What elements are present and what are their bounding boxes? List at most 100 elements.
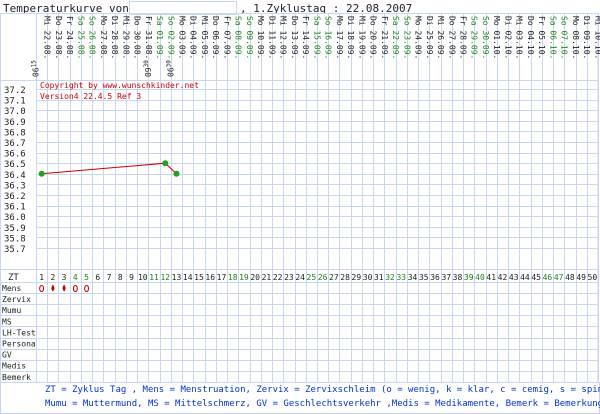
row-label: Persona [2, 340, 36, 349]
date-label: Di 09.10. [582, 16, 591, 59]
date-label: Mi 26.09. [436, 16, 445, 59]
y-tick-label: 36.7 [4, 139, 26, 149]
date-label: Do 20.09. [369, 16, 378, 59]
temperature-point [38, 170, 45, 177]
cycle-day-number: 8 [118, 273, 123, 282]
row-label: Bemerk [2, 373, 31, 382]
row-label: Mumu [2, 306, 21, 315]
date-label: Fr 07.09. [222, 16, 231, 59]
cycle-day-number: 48 [565, 273, 575, 282]
cycle-day-number: 40 [475, 273, 485, 282]
date-label: So 30.09. [481, 16, 490, 59]
y-tick-label: 36.3 [4, 181, 26, 191]
date-label: Di 02.10. [503, 16, 512, 59]
page-title: Temperaturkurve von: [3, 2, 136, 15]
cycle-day-number: 47 [554, 273, 564, 282]
date-label: Di 18.09. [346, 16, 355, 59]
cycle-day-number: 13 [172, 273, 182, 282]
date-label: Sa 22.09. [391, 16, 400, 59]
date-label: Do 30.08. [133, 16, 142, 59]
date-label: Mo 01.10. [492, 16, 501, 59]
date-label: Mi 29.08. [121, 16, 130, 59]
date-label: Mo 27.08. [99, 16, 108, 59]
cycle-day-number: 16 [205, 273, 215, 282]
measure-time: 0930 [143, 60, 153, 77]
cycle-day-number: 7 [107, 273, 112, 282]
cycle-day-number: 43 [509, 273, 519, 282]
cycle-day-number: 10 [138, 273, 148, 282]
cycle-day-number: 18 [228, 273, 238, 282]
cycle-day-number: 32 [385, 273, 395, 282]
legend-line-1: ZT = Zyklus Tag , Mens = Menstruation, Z… [45, 385, 600, 395]
cycle-day-number: 45 [531, 273, 541, 282]
date-label: Sa 15.09. [312, 16, 321, 59]
measure-time: 0630 [166, 60, 176, 77]
date-label: Mi 03.10. [515, 16, 524, 59]
y-tick-label: 37.0 [4, 107, 26, 117]
legend-box: ZT = Zyklus Tag , Mens = Menstruation, Z… [0, 382, 600, 414]
cycle-day-number: 17 [217, 273, 227, 282]
mens-spot-icon [84, 285, 90, 293]
date-label: Di 11.09. [267, 16, 276, 59]
y-tick-label: 36.6 [4, 150, 26, 160]
date-label: So 16.09. [324, 16, 333, 59]
date-label: So 09.09. [245, 16, 254, 59]
date-label: Mo 08.10. [571, 16, 580, 59]
y-tick-label: 36.8 [4, 128, 26, 138]
temperature-point [173, 170, 180, 177]
date-label: Di 25.09. [425, 16, 434, 59]
cycle-day-number: 30 [363, 273, 373, 282]
temperature-point [162, 160, 169, 167]
cycle-day-number: 14 [183, 273, 193, 282]
cycle-day-number: 50 [588, 273, 598, 282]
date-label: So 23.09. [402, 16, 411, 59]
cycle-day-number: 24 [295, 273, 305, 282]
cycle-day-number: 25 [307, 273, 317, 282]
date-label: So 02.09. [166, 16, 175, 59]
y-tick-label: 36.0 [4, 213, 26, 223]
cycle-day-number: 22 [273, 273, 283, 282]
y-tick-label: 36.1 [4, 203, 26, 213]
cycle-day-number: 19 [239, 273, 249, 282]
cycle-day-number: 38 [453, 273, 463, 282]
cycle-day-number: 2 [50, 273, 55, 282]
cycle-day-number: 41 [486, 273, 496, 282]
y-tick-label: 37.2 [4, 86, 26, 96]
mens-spot-icon [39, 285, 45, 293]
date-label: So 07.10. [560, 16, 569, 59]
cycle-day-number: 20 [250, 273, 260, 282]
date-label: Do 13.09. [290, 16, 299, 59]
date-label: Fr 24.08. [65, 16, 74, 59]
cycle-day-number: 5 [84, 273, 89, 282]
date-label: Sa 06.10. [548, 16, 557, 59]
mens-drop-icon [51, 284, 55, 292]
cycle-day-number: 3 [62, 273, 67, 282]
date-label: Fr 05.10. [537, 16, 546, 59]
date-label: Mo 17.09. [335, 16, 344, 59]
row-label: MS [2, 317, 12, 326]
y-tick-label: 35.8 [4, 234, 26, 244]
date-label: So 26.08. [88, 16, 97, 59]
cycle-day-number: 31 [374, 273, 384, 282]
cycle-day-number: 6 [95, 273, 100, 282]
cycle-day-number: 11 [149, 273, 159, 282]
date-label: Fr 31.08. [144, 16, 153, 59]
date-label: Di 04.09. [189, 16, 198, 59]
cycle-day-number: 29 [352, 273, 362, 282]
cycle-day-number: 28 [340, 273, 350, 282]
cycle-day-number: 21 [262, 273, 272, 282]
cycle-day-number: 37 [441, 273, 451, 282]
y-tick-label: 36.4 [4, 171, 26, 181]
cycle-day-number: 36 [430, 273, 440, 282]
y-tick-label: 36.9 [4, 118, 26, 128]
cycle-day-number: 39 [464, 273, 474, 282]
date-label: Mi 12.09. [279, 16, 288, 59]
cycle-start-label: , 1.Zyklustag : 22.08.2007 [240, 2, 413, 15]
date-label: Mo 24.09. [414, 16, 423, 59]
date-label: Sa 29.09. [470, 16, 479, 59]
y-tick-label: 35.9 [4, 224, 26, 234]
legend-line-2: Mumu = Muttermund, MS = Mittelschmerz, G… [45, 399, 600, 409]
date-label: Fr 28.09. [459, 16, 468, 59]
